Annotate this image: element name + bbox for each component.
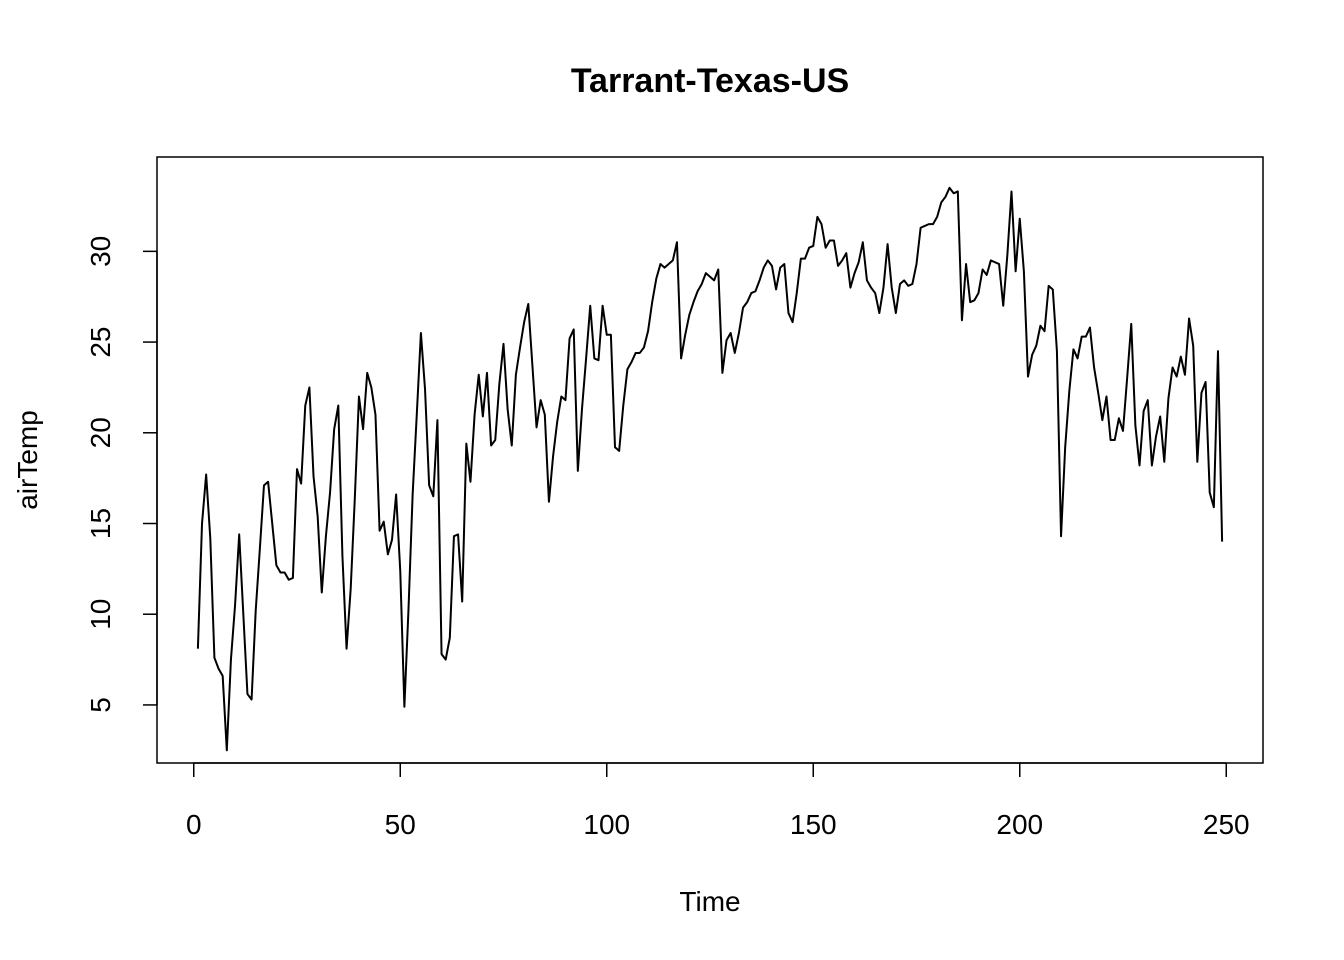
x-tick-label: 100 xyxy=(583,809,630,840)
x-tick-label: 200 xyxy=(996,809,1043,840)
y-tick-label: 25 xyxy=(85,326,116,357)
plot-frame xyxy=(156,156,1264,764)
x-tick-label: 250 xyxy=(1203,809,1250,840)
x-tick-label: 150 xyxy=(790,809,837,840)
y-tick-label: 30 xyxy=(85,236,116,267)
y-tick-label: 5 xyxy=(85,697,116,713)
series-line xyxy=(196,186,1224,752)
y-tick-label: 10 xyxy=(85,599,116,630)
x-axis: 0 50 100 150 200 250 xyxy=(186,762,1250,840)
x-axis-label: Time xyxy=(679,886,740,917)
series-group xyxy=(196,186,1224,752)
y-tick-label: 15 xyxy=(85,508,116,539)
y-axis-label: airTemp xyxy=(12,410,43,510)
y-tick-label: 20 xyxy=(85,417,116,448)
x-tick-label: 0 xyxy=(186,809,202,840)
chart-title: Tarrant-Texas-US xyxy=(571,62,849,100)
y-axis: 5 10 15 20 25 30 xyxy=(85,236,158,713)
x-tick-label: 50 xyxy=(385,809,416,840)
